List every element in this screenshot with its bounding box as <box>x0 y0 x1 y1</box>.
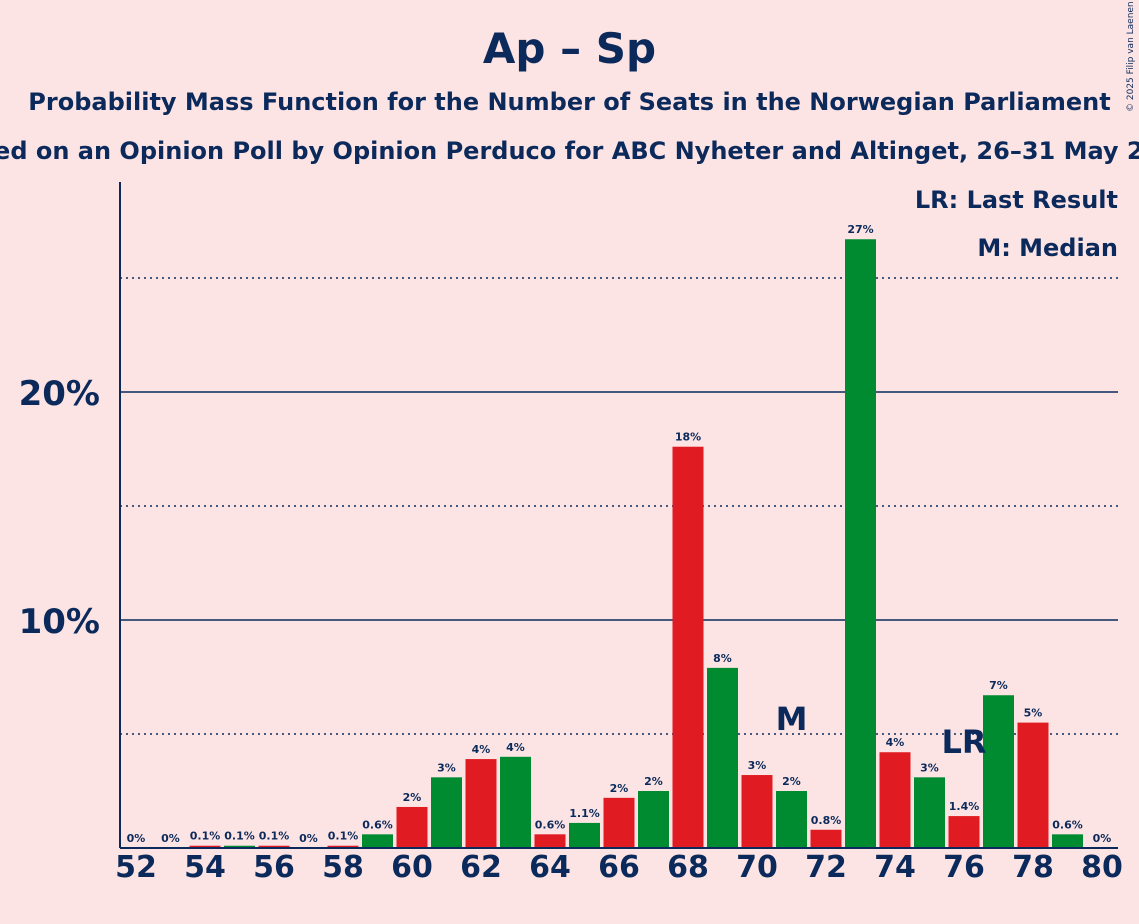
chart-title: Ap – Sp <box>482 24 657 73</box>
x-tick-label: 58 <box>322 850 364 885</box>
bar-seat-59 <box>362 834 393 848</box>
bar-value-label: 4% <box>886 736 905 749</box>
bar-value-label: 3% <box>748 759 767 772</box>
bar-seat-54 <box>189 845 221 848</box>
bar-value-label: 4% <box>506 741 525 754</box>
x-tick-label: 64 <box>529 850 571 885</box>
bar-value-label: 0.6% <box>1052 818 1083 831</box>
y-tick-label: 10% <box>19 602 100 642</box>
bar-value-label: 8% <box>713 652 732 665</box>
x-tick-label: 78 <box>1012 850 1054 885</box>
bar-seat-75 <box>914 777 945 848</box>
x-tick-label: 54 <box>184 850 226 885</box>
bar-value-label: 0.6% <box>362 818 393 831</box>
bar-seat-79 <box>1052 834 1083 848</box>
x-tick-label: 60 <box>391 850 433 885</box>
x-tick-label: 80 <box>1081 850 1123 885</box>
bar-seat-66 <box>603 797 635 848</box>
bar-value-label: 2% <box>644 775 663 788</box>
bar-seat-68 <box>672 446 704 848</box>
x-tick-label: 74 <box>874 850 916 885</box>
median-marker: M <box>776 700 808 738</box>
bar-value-label: 0.1% <box>328 830 359 843</box>
bar-seat-63 <box>500 756 531 848</box>
bar-seat-55 <box>224 845 255 848</box>
bar-value-label: 2% <box>610 782 629 795</box>
bar-value-label: 0.8% <box>811 814 842 827</box>
bar-seat-58 <box>327 845 359 848</box>
chart-subtitle: Probability Mass Function for the Number… <box>28 88 1111 116</box>
bar-value-label: 0.1% <box>259 830 290 843</box>
chart-source-line: Based on an Opinion Poll by Opinion Perd… <box>0 137 1139 165</box>
bar-seat-61 <box>431 777 462 848</box>
bar-seat-65 <box>569 822 600 848</box>
y-tick-label: 20% <box>19 374 100 414</box>
bar-seat-71 <box>776 791 807 848</box>
bar-seat-62 <box>465 759 497 848</box>
last-result-marker: LR <box>941 723 986 761</box>
x-tick-label: 68 <box>667 850 709 885</box>
bar-value-label: 2% <box>782 775 801 788</box>
bar-value-label: 0% <box>299 832 318 845</box>
bar-seat-67 <box>638 791 669 848</box>
bar-value-label: 5% <box>1024 707 1043 720</box>
bar-value-label: 0.6% <box>535 818 566 831</box>
bar-value-label: 0.1% <box>190 830 221 843</box>
x-tick-label: 72 <box>805 850 847 885</box>
x-tick-label: 70 <box>736 850 778 885</box>
bar-value-label: 2% <box>403 791 422 804</box>
bar-seat-60 <box>396 806 428 848</box>
bar-value-label: 4% <box>472 743 491 756</box>
bar-seat-77 <box>983 695 1014 848</box>
bar-seat-56 <box>258 845 290 848</box>
bar-seat-70 <box>741 775 773 848</box>
bar-value-label: 18% <box>675 431 701 444</box>
bar-value-label: 0.1% <box>224 830 255 843</box>
bar-value-label: 1.4% <box>949 800 980 813</box>
x-tick-label: 62 <box>460 850 502 885</box>
bar-seat-76 <box>948 816 980 848</box>
legend-last-result: LR: Last Result <box>914 186 1118 214</box>
bar-seat-64 <box>534 834 566 848</box>
x-tick-label: 66 <box>598 850 640 885</box>
bar-seat-73 <box>845 239 876 849</box>
bar-value-label: 0% <box>161 832 180 845</box>
bar-value-label: 27% <box>847 223 873 236</box>
bar-value-label: 0% <box>1093 832 1112 845</box>
bar-seat-72 <box>810 829 842 848</box>
bar-seat-69 <box>707 667 738 848</box>
bar-seat-78 <box>1017 722 1049 848</box>
bar-value-label: 3% <box>437 761 456 774</box>
x-tick-label: 56 <box>253 850 295 885</box>
bar-value-label: 0% <box>127 832 146 845</box>
x-tick-label: 52 <box>115 850 157 885</box>
bar-value-label: 7% <box>989 679 1008 692</box>
bar-value-label: 3% <box>920 761 939 774</box>
bar-value-label: 1.1% <box>569 807 600 820</box>
x-tick-label: 76 <box>943 850 985 885</box>
legend-median: M: Median <box>977 234 1118 262</box>
bar-seat-74 <box>879 752 911 848</box>
